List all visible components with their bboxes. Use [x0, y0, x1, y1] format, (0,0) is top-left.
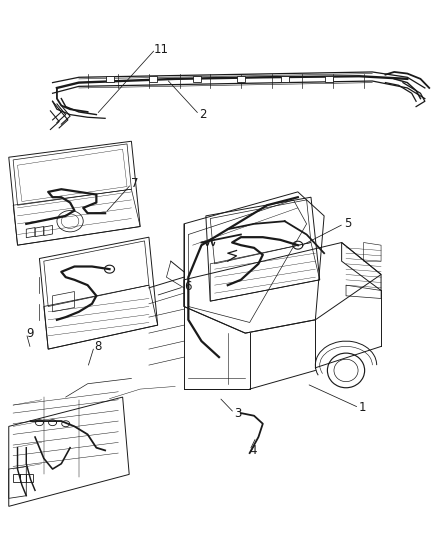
Text: 1: 1	[359, 401, 367, 414]
Text: 3: 3	[234, 407, 242, 419]
Bar	[325, 76, 332, 82]
Text: 7: 7	[131, 177, 139, 190]
Bar	[149, 76, 157, 82]
Bar	[193, 76, 201, 82]
Text: 4: 4	[250, 444, 257, 457]
Text: 5: 5	[344, 217, 351, 230]
Bar	[237, 76, 245, 82]
Text: 11: 11	[153, 43, 168, 55]
Bar	[281, 76, 289, 82]
Text: 9: 9	[26, 327, 34, 340]
Bar	[106, 76, 113, 82]
Text: 2: 2	[199, 108, 207, 121]
Text: 6: 6	[184, 280, 191, 293]
Text: 8: 8	[94, 340, 102, 353]
